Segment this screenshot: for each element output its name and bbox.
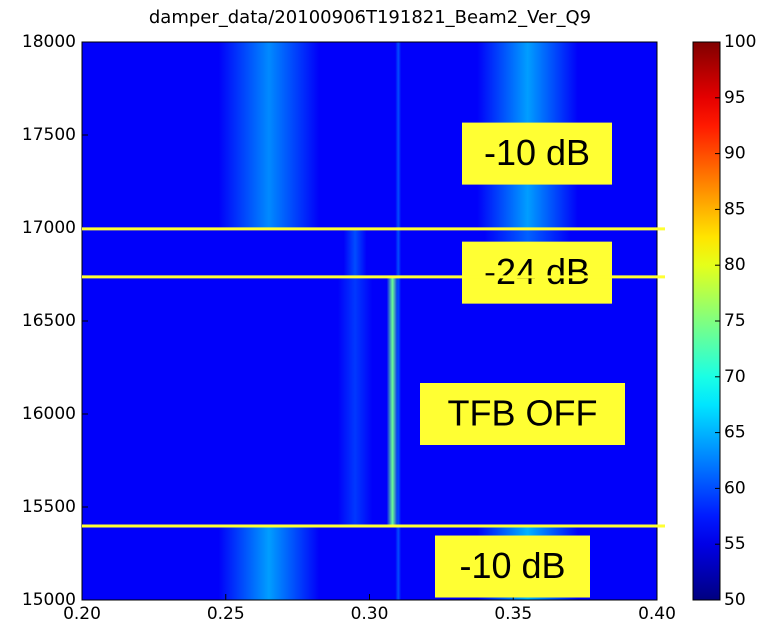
colorbar-tick-label: 90	[724, 144, 746, 164]
y-tick-label: 17000	[22, 218, 76, 238]
y-tick-label: 15000	[22, 590, 76, 610]
colorbar-tick-label: 50	[724, 590, 746, 610]
spectral-band	[218, 525, 320, 600]
y-tick-label: 16500	[22, 311, 76, 331]
spectral-band	[218, 42, 320, 229]
spectral-band	[343, 228, 367, 277]
y-tick-label: 15500	[22, 497, 76, 517]
y-tick-label: 17500	[22, 125, 76, 145]
colorbar-tick-label: 85	[724, 199, 746, 219]
annotation: -10 dB	[484, 132, 590, 173]
y-tick-label: 16000	[22, 404, 76, 424]
annotation: -10 dB	[459, 545, 565, 586]
annotation-box	[462, 241, 612, 304]
colorbar-tick-label: 60	[724, 478, 746, 498]
spectral-band	[337, 276, 373, 526]
annotation-box	[435, 535, 590, 598]
spectral-band	[386, 276, 399, 526]
annotation: -24 dB	[484, 251, 590, 292]
colorbar-tick-label: 65	[724, 423, 746, 443]
chart-title: damper_data/20100906T191821_Beam2_Ver_Q9	[149, 7, 591, 28]
x-tick-label: 0.20	[63, 604, 101, 623]
colorbar-tick-label: 95	[724, 88, 746, 108]
colorbar-tick-label: 70	[724, 367, 746, 387]
colorbar-tick-label: 100	[724, 32, 756, 52]
annotation: TFB OFF	[448, 393, 598, 434]
x-tick-label: 0.25	[207, 604, 245, 623]
x-tick-label: 0.30	[351, 604, 389, 623]
annotation-box	[462, 122, 612, 185]
colorbar-tick-label: 75	[724, 311, 746, 331]
annotation-box	[420, 383, 625, 445]
x-tick-label: 0.35	[494, 604, 532, 623]
x-tick-label: 0.40	[638, 604, 676, 623]
y-tick-label: 18000	[22, 32, 76, 52]
spectral-band	[395, 42, 402, 600]
colorbar-tick-label: 55	[724, 534, 746, 554]
colorbar-tick-label: 80	[724, 255, 746, 275]
